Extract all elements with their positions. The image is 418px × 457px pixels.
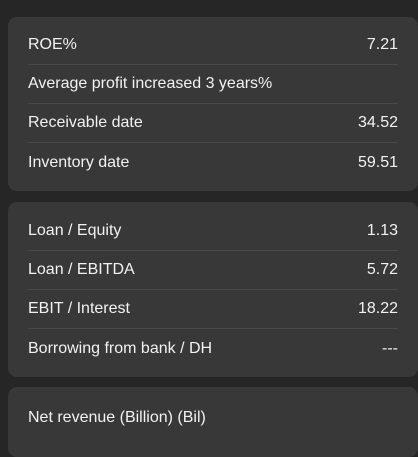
- profitability-card: ROE% 7.21 Average profit increased 3 yea…: [8, 17, 418, 191]
- leverage-card: Loan / Equity 1.13 Loan / EBITDA 5.72 EB…: [8, 202, 418, 377]
- metric-row-avg-profit-growth: Average profit increased 3 years%: [28, 65, 398, 104]
- metric-row-loan-ebitda: Loan / EBITDA 5.72: [28, 251, 398, 290]
- metric-row-loan-equity: Loan / Equity 1.13: [28, 212, 398, 251]
- metric-value: 1.13: [366, 222, 398, 239]
- metric-row-receivable-date: Receivable date 34.52: [28, 104, 398, 143]
- metric-row-net-revenue: Net revenue (Billion) (Bil): [28, 398, 398, 437]
- metric-label: ROE%: [28, 36, 77, 53]
- metric-row-roe: ROE% 7.21: [28, 26, 398, 65]
- metric-label: Loan / Equity: [28, 222, 122, 239]
- metric-value: 18.22: [357, 300, 398, 317]
- metric-value: 34.52: [357, 114, 398, 131]
- metric-row-inventory-date: Inventory date 59.51: [28, 143, 398, 182]
- metric-value: 5.72: [366, 261, 398, 278]
- revenue-card: Net revenue (Billion) (Bil): [8, 387, 418, 457]
- metric-label: Net revenue (Billion) (Bil): [28, 408, 206, 426]
- metric-row-ebit-interest: EBIT / Interest 18.22: [28, 290, 398, 329]
- metric-value: ---: [382, 339, 398, 357]
- metric-row-borrowing-bank-dh: Borrowing from bank / DH ---: [28, 329, 398, 368]
- metric-value: 59.51: [357, 153, 398, 171]
- metric-label: Receivable date: [28, 114, 143, 131]
- metric-label: Borrowing from bank / DH: [28, 339, 213, 357]
- metric-label: Inventory date: [28, 153, 130, 171]
- metric-label: EBIT / Interest: [28, 300, 130, 317]
- metric-label: Average profit increased 3 years%: [28, 75, 273, 92]
- metric-label: Loan / EBITDA: [28, 261, 135, 278]
- metric-value: 7.21: [366, 36, 398, 53]
